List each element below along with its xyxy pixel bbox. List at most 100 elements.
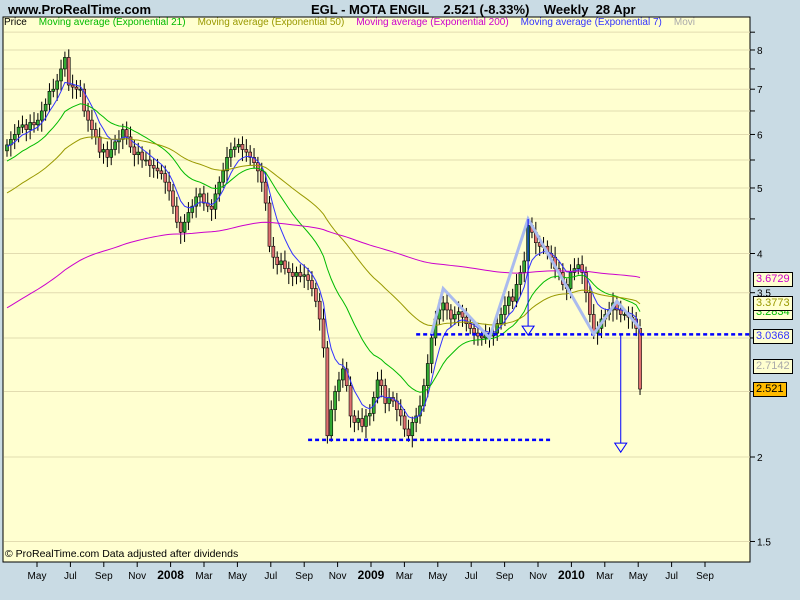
value-box: 2.521 — [753, 382, 787, 397]
candle-body — [20, 124, 25, 128]
x-tick-label: May — [28, 571, 47, 582]
candle — [248, 145, 252, 166]
legend-item: Moving average (Exponential 200) — [356, 17, 509, 28]
candle-body — [356, 418, 361, 423]
candle-body — [159, 170, 164, 174]
candle-body — [101, 149, 106, 153]
candle — [310, 271, 314, 297]
candle-body — [259, 170, 264, 183]
candle — [24, 119, 29, 142]
candle-body — [568, 272, 573, 289]
candle-body — [348, 385, 353, 417]
candle-body — [375, 379, 380, 398]
candle-body — [121, 129, 125, 140]
candle-body — [445, 302, 449, 311]
x-tick-label: 2008 — [157, 568, 184, 582]
candle-body — [341, 368, 345, 381]
candle-body — [364, 415, 368, 427]
candle — [337, 371, 341, 402]
candle-body — [352, 415, 357, 423]
candle — [163, 165, 168, 194]
candle-body — [97, 136, 102, 153]
candle-body — [283, 260, 287, 269]
candle-body — [148, 159, 152, 166]
candle-body — [236, 144, 241, 148]
y-tick-label: 2 — [757, 453, 763, 464]
legend-item: Movi — [673, 17, 695, 28]
candle — [59, 59, 63, 91]
candle — [225, 146, 229, 183]
x-tick-label: Sep — [295, 571, 313, 582]
candle-body — [584, 272, 588, 293]
candle — [186, 202, 191, 231]
candle-body — [313, 288, 318, 302]
candle — [244, 139, 249, 162]
candle — [51, 78, 56, 98]
candle — [313, 282, 318, 308]
candle-body — [429, 337, 434, 364]
candle-body — [82, 88, 86, 112]
candle — [113, 134, 117, 156]
candle — [368, 404, 372, 426]
candle — [240, 136, 245, 162]
candle — [383, 378, 388, 414]
candle — [66, 49, 71, 91]
candle — [82, 83, 86, 117]
candle-body — [182, 221, 187, 233]
candle-body — [47, 90, 52, 105]
candle — [290, 263, 295, 287]
candle — [356, 410, 361, 431]
candle — [514, 274, 519, 308]
candle-body — [368, 413, 372, 417]
candle — [28, 114, 32, 140]
candle-body — [441, 302, 445, 311]
candle-body — [337, 379, 341, 392]
candle — [74, 80, 79, 99]
candle — [445, 293, 449, 320]
candle-body — [622, 314, 627, 316]
candle-body — [472, 328, 476, 334]
candle-body — [221, 170, 225, 183]
candle-body — [86, 110, 90, 121]
candle-body — [225, 157, 229, 172]
candle-body — [406, 428, 411, 437]
legend-item: Moving average (Exponential 50) — [197, 17, 345, 28]
candle — [275, 251, 280, 275]
legend: Price Moving average (Exponential 21) Movi… — [4, 17, 748, 31]
candle — [321, 308, 326, 358]
candle-body — [522, 260, 527, 273]
candle — [506, 291, 511, 316]
candle-body — [333, 391, 337, 410]
x-tick-label: Mar — [396, 571, 414, 582]
candle — [584, 266, 588, 303]
y-tick-label: 5 — [757, 184, 763, 195]
candle — [306, 267, 310, 291]
candle-body — [267, 202, 272, 247]
candle-body — [93, 129, 98, 138]
candle-body — [63, 57, 67, 70]
candle-body — [190, 205, 195, 213]
candle — [468, 317, 473, 335]
x-tick-label: 2010 — [558, 568, 585, 582]
candle — [375, 371, 380, 404]
candle-body — [414, 415, 418, 423]
candle — [148, 149, 152, 177]
candle — [155, 158, 160, 179]
candle — [348, 376, 353, 428]
x-tick-label: Jul — [665, 571, 678, 582]
candle-body — [576, 264, 581, 269]
arrow-head-icon — [521, 325, 536, 336]
candle-body — [36, 119, 40, 126]
candle — [352, 410, 357, 433]
candle — [159, 165, 164, 180]
candle — [136, 142, 141, 165]
candle — [190, 199, 195, 219]
candle — [429, 332, 434, 374]
candle-body — [90, 119, 94, 130]
arrow-head-icon — [613, 442, 628, 454]
candle-body — [410, 422, 415, 437]
candle-body — [638, 328, 642, 390]
candle-body — [503, 305, 507, 315]
candle — [344, 361, 349, 392]
